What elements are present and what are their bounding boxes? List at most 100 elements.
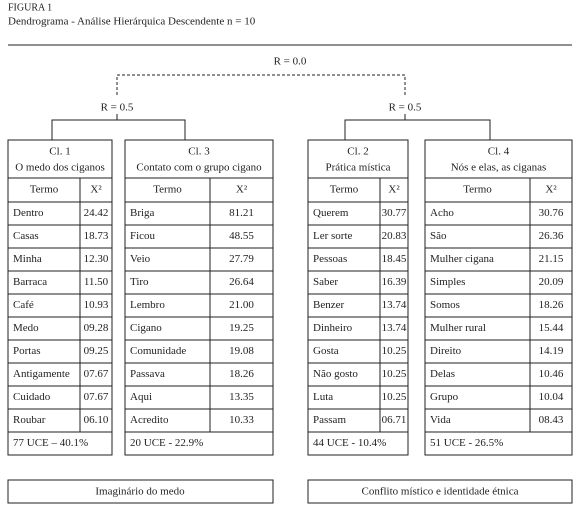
chi-square: 06.71 xyxy=(382,414,407,426)
term: Passava xyxy=(130,368,165,380)
chi-square: 10.25 xyxy=(382,391,407,403)
chi-square: 81.21 xyxy=(229,207,254,219)
cluster-footer: 44 UCE - 10.4% xyxy=(313,437,386,449)
term: Direito xyxy=(430,345,462,357)
chi-square: 14.19 xyxy=(539,345,564,357)
chi-square: 21.15 xyxy=(539,253,564,265)
term: Não gosto xyxy=(313,368,358,380)
term: Tiro xyxy=(130,276,149,288)
term: Portas xyxy=(13,345,41,357)
cluster-name: Cl. 2 xyxy=(347,146,368,158)
term: Saber xyxy=(313,276,338,288)
figure-title: Dendrograma - Análise Hierárquica Descen… xyxy=(8,16,256,28)
chi-square: 21.00 xyxy=(229,299,254,311)
chi-square: 18.26 xyxy=(539,299,564,311)
term: Somos xyxy=(430,299,460,311)
group-label: Conflito místico e identidade étnica xyxy=(361,486,518,498)
chi-square: 19.25 xyxy=(229,322,254,334)
term: Dinheiro xyxy=(313,322,353,334)
chi-square: 13.74 xyxy=(382,299,407,311)
column-header: Termo xyxy=(30,184,59,196)
term: Minha xyxy=(13,253,42,265)
cluster-name: Cl. 3 xyxy=(188,146,210,158)
term: Roubar xyxy=(13,414,46,426)
chi-square: 26.36 xyxy=(539,230,564,242)
term: Antigamente xyxy=(13,368,70,380)
term: Aqui xyxy=(130,391,152,403)
term: Café xyxy=(13,299,34,311)
column-header: Χ² xyxy=(90,184,102,196)
chi-square: 13.74 xyxy=(382,322,407,334)
chi-square: 11.50 xyxy=(84,276,109,288)
chi-square: 10.25 xyxy=(382,368,407,380)
column-header: Χ² xyxy=(545,184,557,196)
root-link xyxy=(116,74,406,95)
group-box xyxy=(7,479,274,504)
chi-square: 30.77 xyxy=(382,207,407,219)
cluster-subtitle: O medo dos ciganos xyxy=(15,162,105,174)
term: Pessoas xyxy=(313,253,347,265)
group-box xyxy=(307,479,573,504)
term: Barraca xyxy=(13,276,47,288)
cluster-footer: 51 UCE - 26.5% xyxy=(430,437,503,449)
branch-link xyxy=(51,114,186,140)
term: Acredito xyxy=(130,414,169,426)
chi-square: 19.08 xyxy=(229,345,254,357)
cluster-table xyxy=(307,139,409,456)
term: Gosta xyxy=(313,345,339,357)
chi-square: 07.67 xyxy=(84,391,109,403)
term: Delas xyxy=(430,368,455,380)
cluster-subtitle: Nós e elas, as ciganas xyxy=(451,162,547,174)
chi-square: 27.79 xyxy=(229,253,254,265)
cluster-table xyxy=(424,139,573,456)
root-label: R = 0.0 xyxy=(274,56,307,68)
term: Cuidado xyxy=(13,391,51,403)
term: Benzer xyxy=(313,299,344,311)
term: Medo xyxy=(13,322,39,334)
group-label: Imaginário do medo xyxy=(95,486,185,498)
chi-square: 08.43 xyxy=(539,414,564,426)
cluster-table xyxy=(124,139,274,456)
term: Comunidade xyxy=(130,345,186,357)
chi-square: 26.64 xyxy=(229,276,254,288)
term: Mulher rural xyxy=(430,322,486,334)
chi-square: 10.93 xyxy=(84,299,109,311)
column-header: Χ² xyxy=(388,184,400,196)
column-header: Χ² xyxy=(236,184,248,196)
term: Veio xyxy=(130,253,151,265)
term: Luta xyxy=(313,391,333,403)
term: Querem xyxy=(313,207,349,219)
chi-square: 13.35 xyxy=(229,391,254,403)
chi-square: 09.28 xyxy=(84,322,109,334)
chi-square: 09.25 xyxy=(84,345,109,357)
chi-square: 20.83 xyxy=(382,230,407,242)
column-header: Termo xyxy=(153,184,182,196)
term: São xyxy=(430,230,447,242)
chi-square: 18.45 xyxy=(382,253,407,265)
chi-square: 48.55 xyxy=(229,230,254,242)
column-header: Termo xyxy=(463,184,492,196)
cluster-table xyxy=(7,139,113,456)
term: Acho xyxy=(430,207,454,219)
branch-label: R = 0.5 xyxy=(101,102,134,114)
chi-square: 10.33 xyxy=(229,414,254,426)
chi-square: 12.30 xyxy=(84,253,109,265)
branch-link xyxy=(344,114,491,140)
chi-square: 10.25 xyxy=(382,345,407,357)
term: Vida xyxy=(430,414,451,426)
term: Ler sorte xyxy=(313,230,353,242)
chi-square: 30.76 xyxy=(539,207,564,219)
term: Grupo xyxy=(430,391,459,403)
chi-square: 18.73 xyxy=(84,230,109,242)
branch-label: R = 0.5 xyxy=(389,102,422,114)
cluster-name: Cl. 1 xyxy=(49,146,70,158)
cluster-footer: 77 UCE – 40.1% xyxy=(13,437,88,449)
term: Mulher cigana xyxy=(430,253,494,265)
chi-square: 06.10 xyxy=(84,414,109,426)
term: Dentro xyxy=(13,207,44,219)
chi-square: 15.44 xyxy=(539,322,564,334)
term: Cigano xyxy=(130,322,162,334)
term: Lembro xyxy=(130,299,165,311)
cluster-subtitle: Contato com o grupo cigano xyxy=(136,162,262,174)
